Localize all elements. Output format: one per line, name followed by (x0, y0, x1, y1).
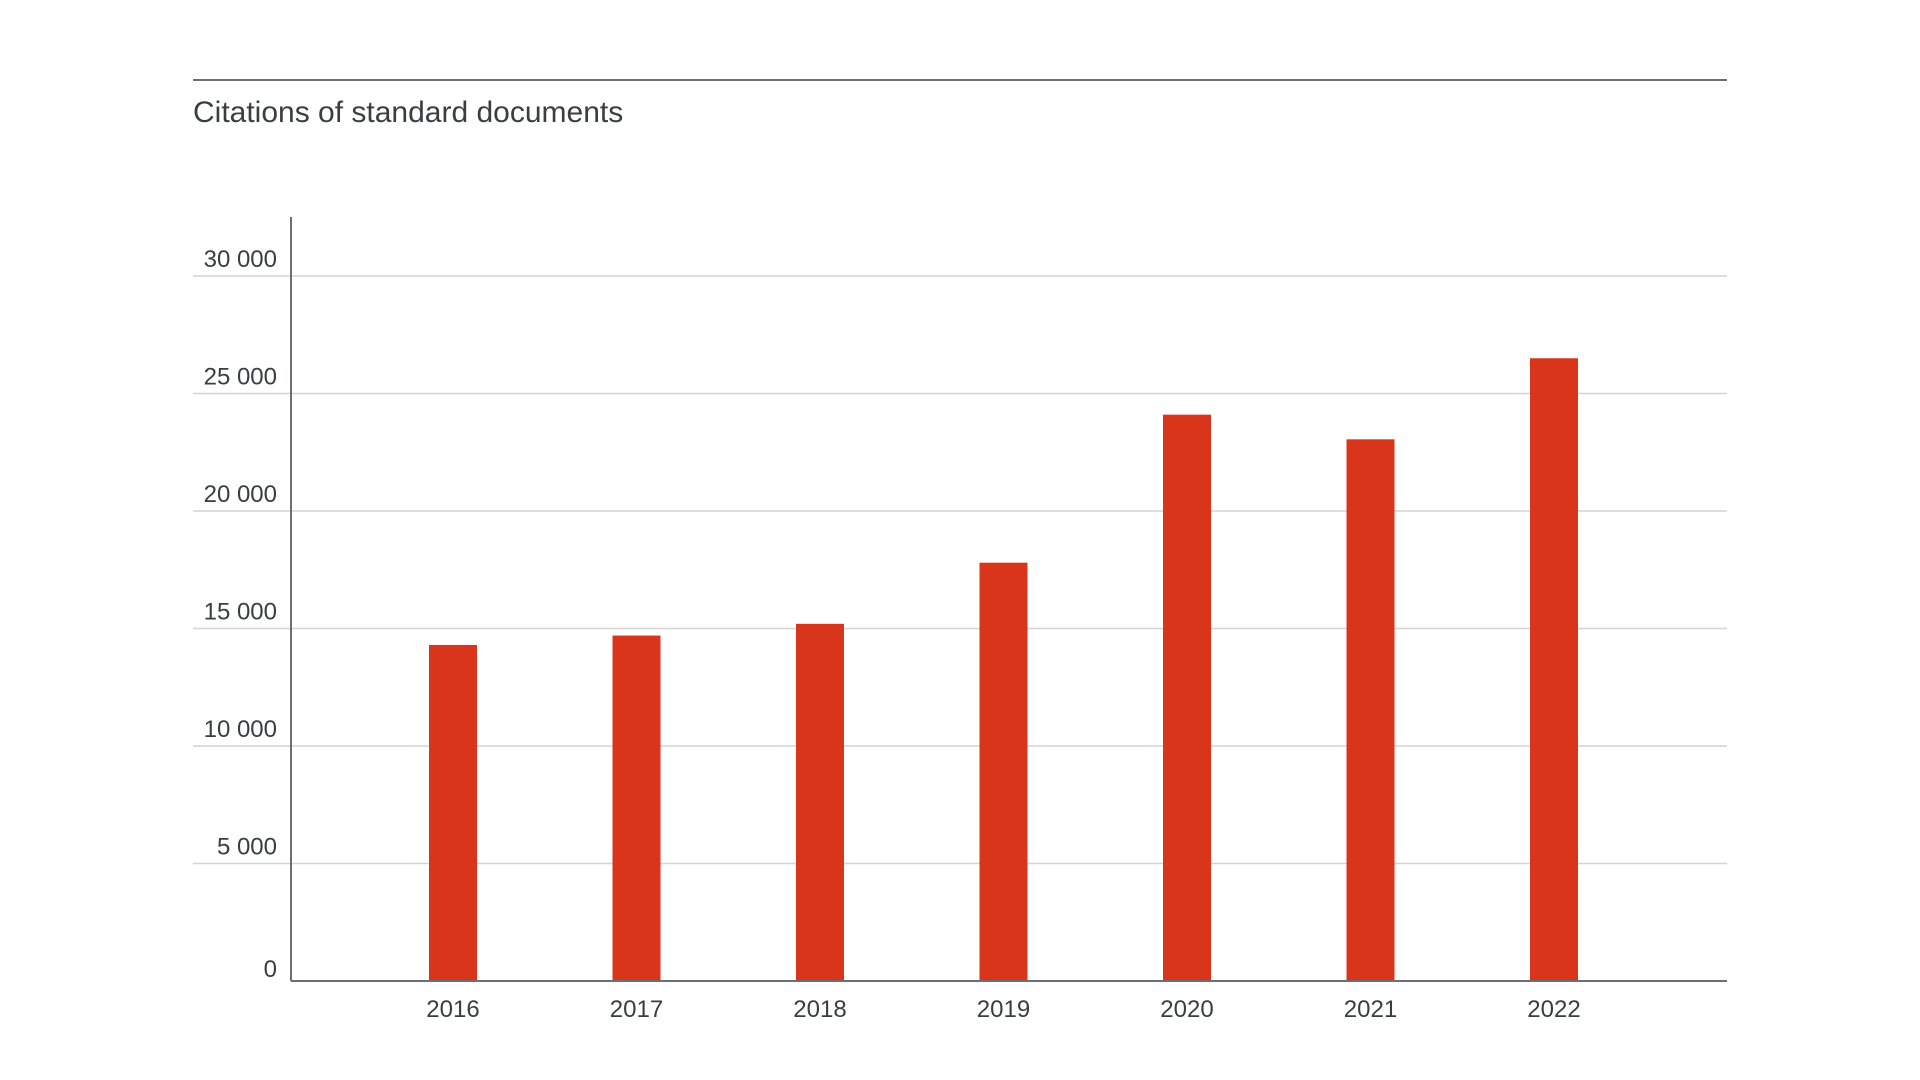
bar-2019 (980, 563, 1028, 981)
y-tick-label: 30 000 (204, 246, 277, 273)
bar-2016 (429, 645, 477, 981)
bar-2022 (1530, 358, 1578, 981)
x-tick-label: 2021 (1344, 996, 1397, 1023)
x-tick-label: 2020 (1160, 996, 1213, 1023)
x-tick-label: 2017 (610, 996, 663, 1023)
bar-2020 (1163, 415, 1211, 981)
y-tick-label: 15 000 (204, 599, 277, 626)
y-tick-label: 20 000 (204, 481, 277, 508)
y-tick-label: 5 000 (217, 834, 277, 861)
bar-2018 (796, 624, 844, 981)
x-tick-label: 2022 (1527, 996, 1580, 1023)
y-tick-label: 0 (264, 956, 277, 983)
x-tick-label: 2019 (977, 996, 1030, 1023)
bar-chart: 0 5 000 10 000 15 000 20 000 25 000 30 000 2016… (0, 0, 1920, 1080)
x-tick-label: 2016 (426, 996, 479, 1023)
bar-2021 (1347, 439, 1395, 981)
y-tick-label: 10 000 (204, 716, 277, 743)
y-tick-label: 25 000 (204, 364, 277, 391)
x-tick-label: 2018 (793, 996, 846, 1023)
bar-2017 (613, 636, 661, 981)
